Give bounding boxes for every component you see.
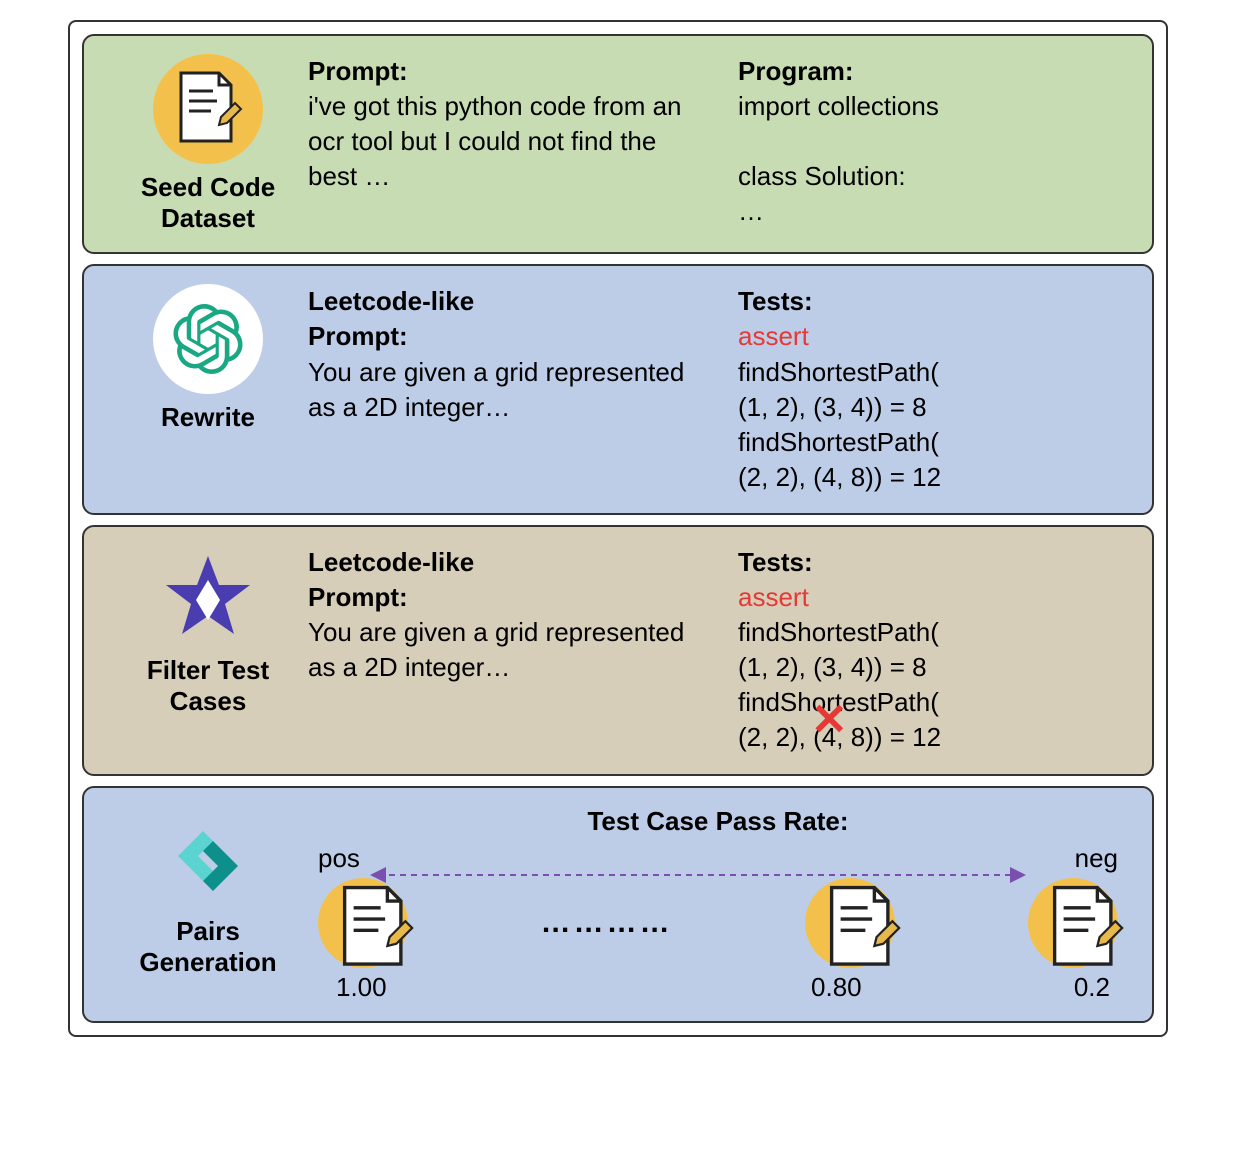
prompt-heading: Prompt: <box>308 321 408 351</box>
score-value: 0.80 <box>811 972 862 1003</box>
prompt-text: You are given a grid represented as a 2D… <box>308 357 684 422</box>
program-text: class Solution: <box>738 161 906 191</box>
documents-row: ………… <box>308 878 1128 968</box>
panel-filter-iconcol: Filter Test Cases <box>108 545 308 717</box>
test-text: findShortestPath( <box>738 687 939 717</box>
ellipsis-dots: ………… <box>541 906 673 940</box>
test-text: (1, 2), (3, 4)) = 8 <box>738 652 927 682</box>
test-text: (2, 2), (4, 8)) = 12 <box>738 462 941 492</box>
panel-rewrite: Rewrite Leetcode-like Prompt: You are gi… <box>82 264 1154 515</box>
panel-pairs-content: Test Case Pass Rate: pos neg <box>308 806 1128 1003</box>
openai-icon <box>153 284 263 394</box>
tests-heading: Tests: <box>738 547 813 577</box>
panel-pairs: Pairs Generation Test Case Pass Rate: po… <box>82 786 1154 1023</box>
assert-keyword: assert <box>738 582 809 612</box>
panel-filter-content: Leetcode-like Prompt: You are given a gr… <box>308 545 1128 756</box>
program-text: import collections <box>738 91 939 121</box>
program-text: … <box>738 196 764 226</box>
pass-rate-title: Test Case Pass Rate: <box>587 806 848 837</box>
pos-neg-row: pos neg <box>308 843 1128 878</box>
panel-filter: Filter Test Cases Leetcode-like Prompt: … <box>82 525 1154 776</box>
panel-rewrite-content: Leetcode-like Prompt: You are given a gr… <box>308 284 1128 495</box>
document-icon <box>1028 878 1118 968</box>
tests-heading: Tests: <box>738 286 813 316</box>
document-icon <box>153 54 263 164</box>
score-value: 0.2 <box>1074 972 1110 1003</box>
prompt-heading: Prompt: <box>308 56 408 86</box>
test-text: (2, 2), (4, 8)) = 12 <box>738 722 941 752</box>
score-value: 1.00 <box>336 972 387 1003</box>
document-icon <box>318 878 408 968</box>
label-text: Pairs <box>176 916 240 946</box>
test-text: findShortestPath( <box>738 427 939 457</box>
program-column: Program: import collections class Soluti… <box>738 54 1128 229</box>
panel-rewrite-iconcol: Rewrite <box>108 284 308 433</box>
tests-column: Tests: assert findShortestPath( (1, 2), … <box>738 545 1128 756</box>
label-text: Cases <box>170 686 247 716</box>
label-text: Dataset <box>161 203 255 233</box>
panel-seed-label: Seed Code Dataset <box>141 172 275 234</box>
pairs-icon <box>153 806 263 916</box>
label-text: Filter Test <box>147 655 269 685</box>
prompt-heading: Leetcode-like <box>308 547 474 577</box>
panel-seed-iconcol: Seed Code Dataset <box>108 54 308 234</box>
neg-label: neg <box>1075 843 1118 874</box>
pos-label: pos <box>318 843 360 874</box>
prompt-heading: Leetcode-like <box>308 286 474 316</box>
star-icon <box>153 545 263 655</box>
panel-pairs-label: Pairs Generation <box>139 916 276 978</box>
assert-keyword: assert <box>738 321 809 351</box>
test-text-struck: findShortestPath( (2, 2), (4, 8)) = 12 ✕ <box>738 685 941 755</box>
label-text: Rewrite <box>161 402 255 432</box>
score-row: 1.00 0.80 0.2 <box>308 968 1128 1003</box>
panel-seed: Seed Code Dataset Prompt: i've got this … <box>82 34 1154 254</box>
panel-filter-label: Filter Test Cases <box>147 655 269 717</box>
panel-seed-content: Prompt: i've got this python code from a… <box>308 54 1128 229</box>
label-text: Seed Code <box>141 172 275 202</box>
test-text: findShortestPath( <box>738 617 939 647</box>
tests-column: Tests: assert findShortestPath( (1, 2), … <box>738 284 1128 495</box>
program-heading: Program: <box>738 56 854 86</box>
prompt-column: Prompt: i've got this python code from a… <box>308 54 698 229</box>
prompt-text: You are given a grid represented as a 2D… <box>308 617 684 682</box>
diagram-container: Seed Code Dataset Prompt: i've got this … <box>68 20 1168 1037</box>
panel-rewrite-label: Rewrite <box>161 402 255 433</box>
document-icon <box>805 878 895 968</box>
panel-pairs-iconcol: Pairs Generation <box>108 806 308 978</box>
prompt-column: Leetcode-like Prompt: You are given a gr… <box>308 545 698 756</box>
test-text: (1, 2), (3, 4)) = 8 <box>738 392 927 422</box>
prompt-heading: Prompt: <box>308 582 408 612</box>
label-text: Generation <box>139 947 276 977</box>
prompt-column: Leetcode-like Prompt: You are given a gr… <box>308 284 698 495</box>
prompt-text: i've got this python code from an ocr to… <box>308 91 682 191</box>
test-text: findShortestPath( <box>738 357 939 387</box>
